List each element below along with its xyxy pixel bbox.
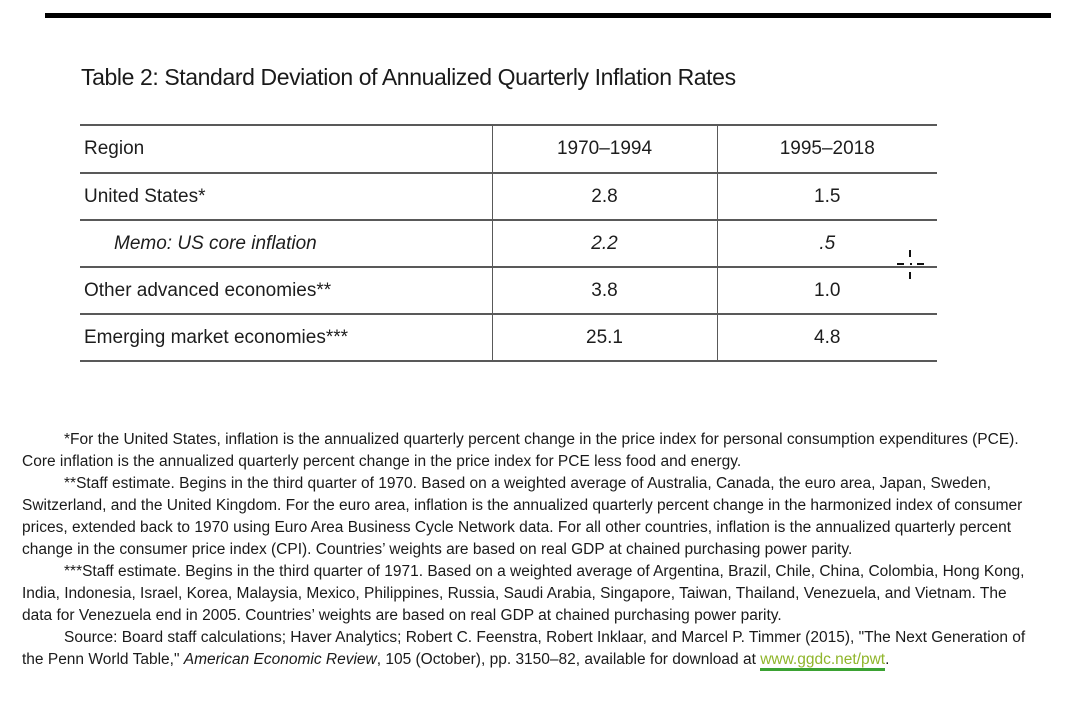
inflation-table: Region 1970–1994 1995–2018 United States… bbox=[80, 124, 937, 362]
value-cell: 3.8 bbox=[491, 267, 717, 314]
top-rule bbox=[45, 13, 1051, 18]
source-text: . bbox=[885, 651, 890, 668]
source-text: , 105 (October), pp. 3150–82, available … bbox=[376, 651, 761, 668]
region-cell: Emerging market economies*** bbox=[84, 326, 349, 348]
value-cell: 1.5 bbox=[716, 173, 937, 220]
column-header-1995-2018: 1995–2018 bbox=[716, 125, 937, 173]
column-header-1970-1994: 1970–1994 bbox=[491, 125, 717, 173]
cursor-tick-bottom bbox=[909, 272, 911, 279]
value-cell: 4.8 bbox=[716, 314, 937, 361]
table-row: Emerging market economies*** 25.1 4.8 bbox=[80, 314, 937, 361]
column-header-region: Region bbox=[84, 138, 145, 159]
region-cell: United States* bbox=[84, 185, 206, 207]
pwt-link[interactable]: www.ggdc.net/pwt bbox=[760, 651, 886, 671]
value-cell: 2.2 bbox=[491, 220, 717, 267]
table-row-memo: Memo: US core inflation 2.2 .5 bbox=[80, 220, 937, 267]
cursor-dash-left bbox=[897, 263, 904, 265]
footnote-2: **Staff estimate. Begins in the third qu… bbox=[22, 475, 1023, 558]
table-header-row: Region 1970–1994 1995–2018 bbox=[80, 125, 937, 173]
page-title: Table 2: Standard Deviation of Annualize… bbox=[81, 64, 736, 90]
footnote-1: *For the United States, inflation is the… bbox=[22, 431, 1019, 470]
value-cell: 2.8 bbox=[491, 173, 717, 220]
footnotes-block: *For the United States, inflation is the… bbox=[22, 429, 1036, 671]
value-cell: .5 bbox=[716, 220, 937, 267]
value-cell: 1.0 bbox=[716, 267, 937, 314]
value-cell: 25.1 bbox=[491, 314, 717, 361]
table-row: United States* 2.8 1.5 bbox=[80, 173, 937, 220]
cursor-center-dot bbox=[910, 263, 912, 265]
region-cell: Memo: US core inflation bbox=[114, 232, 317, 254]
cursor-dash-right bbox=[917, 263, 924, 265]
source-text: Source: Board staff calculations; Haver … bbox=[22, 629, 1026, 668]
table-row: Other advanced economies** 3.8 1.0 bbox=[80, 267, 937, 314]
footnote-3: ***Staff estimate. Begins in the third q… bbox=[22, 563, 1025, 624]
cursor-tick-top bbox=[909, 250, 911, 257]
region-cell: Other advanced economies** bbox=[84, 279, 332, 301]
source-note: Source: Board staff calculations; Haver … bbox=[22, 627, 1036, 671]
journal-name: American Economic Review bbox=[183, 651, 377, 668]
